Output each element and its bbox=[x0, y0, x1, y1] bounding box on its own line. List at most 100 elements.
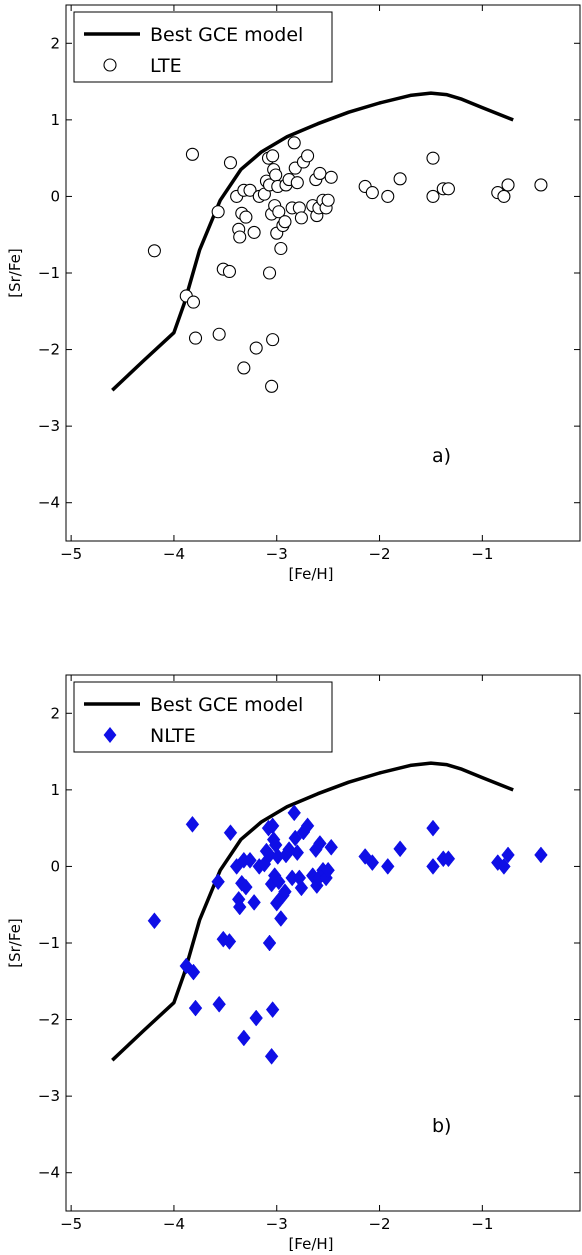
data-point-circle bbox=[294, 211, 308, 225]
data-point-diamond bbox=[287, 804, 301, 822]
legend-marker-circle bbox=[103, 58, 117, 72]
data-point-diamond bbox=[239, 878, 253, 896]
x-tick-label: −1 bbox=[471, 545, 493, 563]
data-point-diamond bbox=[497, 858, 511, 875]
y-tick-label: −2 bbox=[38, 1011, 60, 1029]
data-point-circle bbox=[381, 189, 395, 203]
x-axis-label: [Fe/H] bbox=[288, 565, 333, 583]
data-point-circle bbox=[501, 178, 515, 192]
data-point-circle bbox=[223, 156, 238, 170]
data-point-circle bbox=[269, 168, 283, 182]
x-tick-label: −3 bbox=[266, 1215, 288, 1233]
data-point-diamond bbox=[237, 1029, 251, 1047]
data-point-circle bbox=[441, 182, 455, 196]
y-tick-label: −2 bbox=[38, 341, 60, 359]
data-point-diamond bbox=[365, 854, 380, 872]
data-point-diamond bbox=[223, 824, 238, 842]
data-point-circle bbox=[534, 178, 548, 192]
legend-label-model: Best GCE model bbox=[150, 694, 303, 716]
data-point-diamond bbox=[211, 873, 225, 891]
y-tick-label: 0 bbox=[50, 857, 60, 875]
plot-frame bbox=[65, 4, 581, 542]
data-point-diamond bbox=[426, 819, 440, 837]
data-point-circle bbox=[265, 379, 279, 393]
chart-panel-b: −5 −4 −3 −2 −1 −4 −3 −2 −1 0 1 2 [Fe/H] [Sr/Fe] Best G… bbox=[6, 674, 581, 1253]
x-tick-label: −1 bbox=[471, 1215, 493, 1233]
data-point-diamond bbox=[441, 850, 456, 868]
data-point-diamond bbox=[393, 840, 407, 858]
data-point-diamond bbox=[324, 838, 338, 856]
legend-box bbox=[73, 681, 333, 753]
data-point-diamond bbox=[288, 829, 302, 847]
x-tick-label: −3 bbox=[266, 545, 288, 563]
data-point-circle bbox=[239, 210, 253, 224]
data-point-circle bbox=[278, 215, 292, 229]
data-point-diamond bbox=[264, 1047, 279, 1065]
legend-label-series: NLTE bbox=[150, 725, 196, 747]
y-tick-label: −3 bbox=[38, 1087, 60, 1105]
plot-frame bbox=[65, 674, 581, 1212]
data-point-circle bbox=[222, 264, 237, 279]
data-point-diamond bbox=[534, 846, 548, 864]
y-tick-label: 0 bbox=[50, 187, 60, 205]
data-point-circle bbox=[247, 225, 261, 239]
x-tick-label: −2 bbox=[368, 1215, 390, 1233]
panel-label: b) bbox=[432, 1115, 451, 1137]
y-tick-label: −3 bbox=[38, 417, 60, 435]
data-point-circle bbox=[147, 244, 161, 258]
x-axis-label: [Fe/H] bbox=[288, 1235, 333, 1253]
x-tick-label: −4 bbox=[163, 1215, 185, 1233]
data-point-diamond bbox=[313, 835, 327, 852]
data-point-circle bbox=[243, 183, 257, 197]
y-tick-label: −1 bbox=[38, 934, 60, 952]
data-point-circle bbox=[290, 176, 304, 190]
y-tick-label: 1 bbox=[50, 111, 60, 129]
data-point-circle bbox=[274, 241, 288, 256]
data-point-diamond bbox=[185, 815, 200, 833]
data-point-diamond bbox=[265, 1001, 280, 1019]
model-curve-line bbox=[111, 91, 514, 392]
data-point-diamond bbox=[274, 910, 288, 927]
y-tick-label: −4 bbox=[38, 494, 60, 512]
data-point-circle bbox=[287, 136, 301, 150]
legend-label-series: LTE bbox=[150, 55, 182, 77]
data-point-circle bbox=[301, 149, 315, 163]
data-point-circle bbox=[497, 189, 511, 203]
data-point-circle bbox=[321, 193, 335, 207]
data-point-circle bbox=[393, 172, 407, 186]
data-point-circle bbox=[233, 230, 247, 244]
data-point-diamond bbox=[186, 963, 201, 981]
data-point-circle bbox=[324, 170, 338, 184]
data-point-circle bbox=[186, 295, 201, 309]
data-point-diamond bbox=[290, 844, 305, 862]
data-point-diamond bbox=[282, 841, 296, 858]
model-curve-line bbox=[111, 761, 514, 1062]
data-point-diamond bbox=[262, 934, 277, 952]
x-tick-label: −4 bbox=[163, 545, 185, 563]
data-point-diamond bbox=[272, 873, 286, 891]
data-point-diamond bbox=[212, 995, 226, 1013]
y-tick-label: 2 bbox=[50, 34, 60, 52]
data-point-circle bbox=[262, 266, 277, 280]
legend-label-model: Best GCE model bbox=[150, 24, 303, 46]
data-point-diamond bbox=[501, 846, 515, 864]
data-point-circle bbox=[188, 331, 203, 345]
data-point-diamond bbox=[233, 898, 247, 916]
panel-label: a) bbox=[432, 445, 451, 467]
data-point-circle bbox=[211, 205, 225, 219]
y-tick-label: −4 bbox=[38, 1164, 60, 1182]
data-point-diamond bbox=[222, 933, 237, 950]
data-point-circle bbox=[212, 327, 226, 341]
data-point-diamond bbox=[278, 883, 292, 901]
data-point-circle bbox=[266, 333, 280, 347]
data-point-diamond bbox=[247, 894, 261, 911]
data-point-diamond bbox=[147, 912, 162, 930]
data-point-diamond bbox=[321, 861, 335, 879]
data-point-circle bbox=[249, 341, 263, 355]
y-tick-label: 2 bbox=[50, 704, 60, 722]
x-tick-label: −5 bbox=[60, 1215, 82, 1233]
data-point-circle bbox=[272, 205, 286, 219]
data-point-circle bbox=[266, 149, 280, 163]
data-point-diamond bbox=[188, 999, 203, 1017]
